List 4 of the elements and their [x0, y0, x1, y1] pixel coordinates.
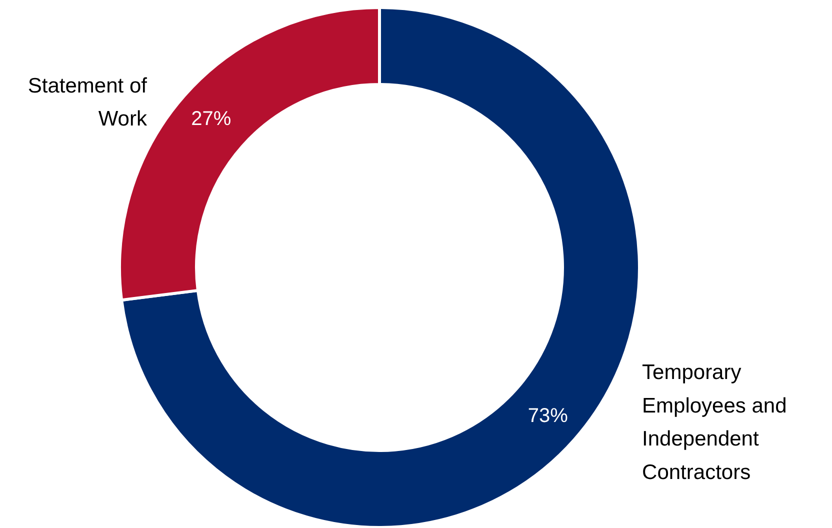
slice-label: Temporary Employees and Independent Contractors — [642, 360, 787, 484]
data-label: 73% — [528, 404, 568, 427]
data-label: 27% — [191, 108, 232, 130]
slice-label: Statement of Work — [28, 74, 148, 131]
